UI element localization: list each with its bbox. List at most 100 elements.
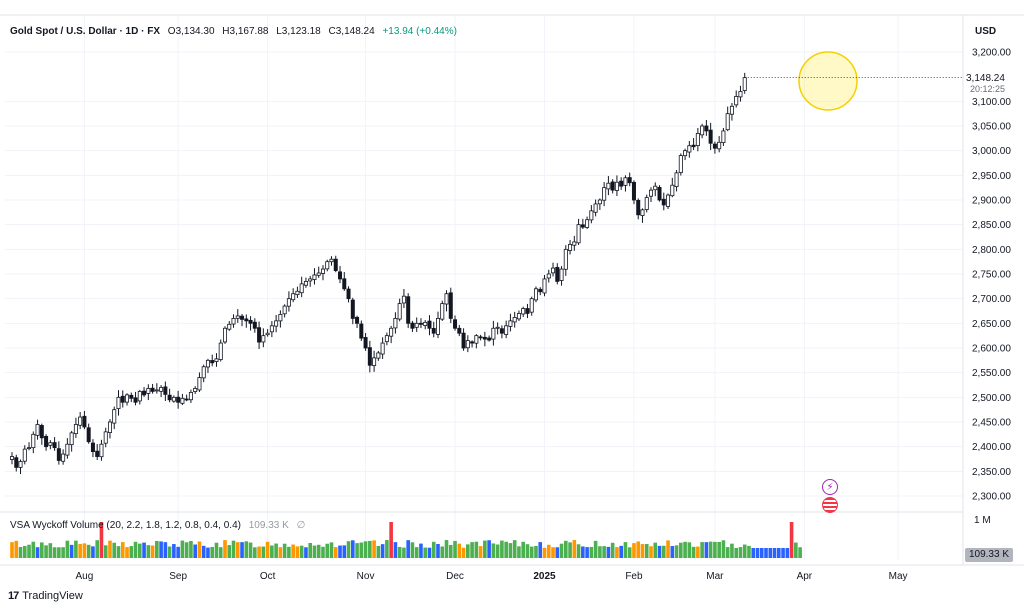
volume-bar: [423, 547, 428, 558]
volume-bar: [683, 541, 687, 558]
volume-bar: [14, 540, 19, 558]
candle-body: [423, 321, 428, 326]
volume-bar: [666, 540, 670, 558]
candle-body: [504, 325, 509, 335]
candle-body: [359, 323, 364, 339]
volume-bar: [713, 541, 717, 558]
candlestick-series: [9, 72, 747, 475]
volume-bar: [538, 542, 543, 558]
candle-body: [48, 442, 53, 446]
candle-body: [39, 425, 44, 439]
candle-body: [342, 278, 347, 290]
candle-body: [248, 319, 253, 324]
volume-bar: [240, 542, 244, 558]
candle-body: [717, 141, 722, 150]
volume-bar: [159, 541, 163, 558]
candle-body: [482, 336, 487, 340]
volume-bar: [397, 546, 402, 558]
volume-bar: [627, 547, 632, 558]
volume-bar: [295, 546, 300, 558]
y-tick-label: 2,750.00: [972, 270, 1011, 281]
volume-bar: [559, 543, 564, 558]
volume-bar: [287, 546, 291, 558]
volume-bar: [10, 542, 14, 558]
candle-body: [73, 424, 78, 435]
volume-bar: [231, 540, 236, 558]
volume-bar: [261, 546, 266, 558]
tradingview-logo-icon: 17: [8, 590, 19, 602]
volume-bar: [218, 547, 223, 558]
candle-body: [112, 409, 117, 424]
candle-body: [435, 317, 440, 335]
volume-bar: [95, 540, 99, 558]
candle-body: [201, 366, 206, 379]
volume-bar: [189, 540, 193, 558]
candle-body: [274, 320, 279, 327]
volume-bar: [598, 546, 602, 558]
volume-bar: [593, 540, 598, 558]
candle-body: [82, 415, 87, 428]
volume-bar: [99, 522, 104, 558]
candle-body: [103, 431, 108, 444]
candle-body: [308, 278, 313, 282]
lightning-icon[interactable]: ⚡: [822, 479, 838, 495]
volume-bar: [679, 542, 683, 558]
volume-bar: [730, 543, 734, 558]
candle-body: [478, 336, 483, 339]
candle-body: [619, 180, 624, 187]
volume-bar: [304, 547, 308, 558]
legend-open: O3,134.30: [167, 26, 215, 37]
candle-body: [666, 194, 671, 207]
us-flag-icon[interactable]: [822, 497, 838, 513]
candle-body: [610, 181, 615, 191]
volume-bar: [321, 546, 325, 558]
y-tick-label: 2,300.00: [972, 492, 1011, 503]
candle-body: [265, 332, 270, 336]
candle-body: [593, 203, 598, 213]
candle-body: [649, 189, 654, 197]
volume-bar: [308, 543, 312, 558]
candle-body: [146, 388, 151, 394]
volume-bar: [755, 548, 760, 558]
volume-legend[interactable]: VSA Wyckoff Volume (20, 2.2, 1.8, 1.2, 0…: [10, 520, 305, 531]
volume-bar: [138, 543, 142, 558]
volume-bar: [691, 546, 696, 558]
volume-bar: [61, 547, 65, 558]
volume-bar: [491, 543, 496, 558]
volume-bar: [555, 547, 560, 558]
volume-bar: [734, 547, 738, 558]
volume-bar: [751, 548, 756, 558]
volume-bar: [661, 545, 666, 558]
volume-legend-title: VSA Wyckoff Volume (20, 2.2, 1.8, 1.2, 0…: [10, 520, 241, 531]
candle-body: [180, 397, 185, 404]
candle-body: [691, 144, 696, 148]
volume-bar: [738, 547, 743, 558]
candle-body: [252, 321, 257, 329]
volume-bar: [120, 542, 125, 558]
volume-bar: [653, 542, 658, 558]
candle-body: [325, 261, 330, 270]
volume-bar: [197, 541, 202, 558]
volume-bar: [103, 545, 108, 558]
candle-body: [729, 105, 734, 115]
tradingview-brand[interactable]: 17 TradingView: [8, 590, 83, 602]
currency-label[interactable]: USD: [975, 26, 997, 37]
x-tick-label: Nov: [357, 571, 375, 582]
volume-bar: [632, 543, 636, 558]
volume-bar: [172, 544, 176, 558]
y-tick-label: 2,550.00: [972, 368, 1011, 379]
y-tick-label: 3,100.00: [972, 97, 1011, 108]
volume-bar: [649, 546, 653, 558]
volume-bar: [670, 546, 675, 558]
candle-body: [431, 328, 436, 334]
candle-body: [367, 347, 372, 366]
y-tick-label: 2,650.00: [972, 319, 1011, 330]
volume-bar: [312, 545, 317, 558]
symbol-legend[interactable]: Gold Spot / U.S. Dollar · 1D · FX O3,134…: [10, 26, 457, 37]
volume-bar: [376, 546, 381, 558]
candle-body: [640, 209, 645, 216]
candle-body: [231, 317, 236, 325]
volume-bar: [176, 546, 180, 558]
